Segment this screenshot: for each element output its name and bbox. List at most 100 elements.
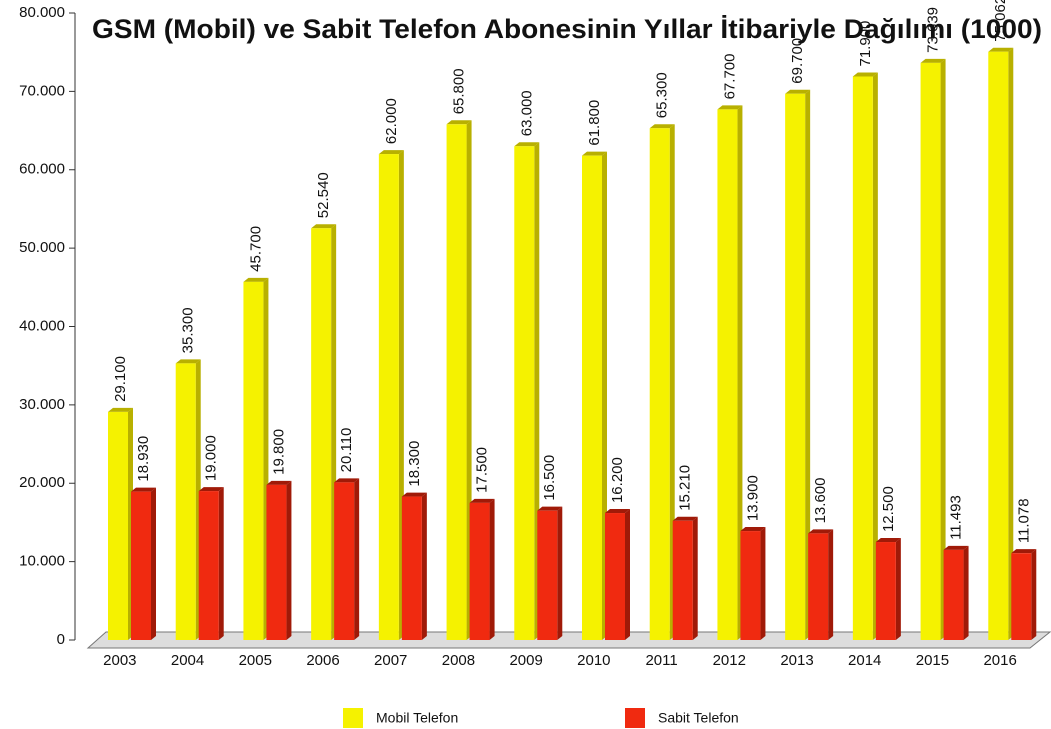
y-tick-label: 10.000: [19, 553, 65, 570]
y-tick-label: 0: [57, 631, 65, 648]
bar-side: [625, 509, 630, 640]
data-label: 19.000: [203, 435, 220, 481]
bar: [717, 109, 738, 641]
bar: [920, 62, 941, 641]
data-label: 63.000: [518, 90, 535, 136]
data-label: 35.300: [180, 307, 197, 353]
x-tick-label: 2007: [374, 652, 407, 669]
data-label: 16.200: [609, 457, 626, 503]
bar-side: [669, 124, 675, 641]
bar: [988, 51, 1009, 640]
bar-side: [805, 89, 811, 640]
bar-top: [988, 47, 1014, 52]
bar-top: [808, 529, 834, 534]
bar-side: [218, 487, 224, 640]
x-tick-label: 2006: [306, 652, 339, 669]
bar: [131, 491, 151, 640]
bar: [649, 128, 670, 640]
data-label: 62.000: [383, 98, 400, 144]
bar-side: [692, 516, 698, 640]
bar-top: [582, 151, 607, 156]
data-label: 12.500: [880, 486, 897, 532]
data-label: 15.210: [677, 465, 694, 511]
y-tick-label: 80.000: [19, 4, 65, 21]
data-label: 17.500: [474, 447, 491, 493]
x-tick-label: 2016: [983, 652, 1016, 669]
x-tick-label: 2009: [509, 652, 542, 669]
bar: [582, 155, 602, 640]
bar: [469, 502, 490, 640]
chart-title: GSM (Mobil) ve Sabit Telefon Abonesinin …: [92, 14, 1042, 44]
bar-top: [537, 506, 563, 511]
bar-side: [737, 105, 743, 641]
x-tick-label: 2005: [239, 652, 272, 669]
bar-top: [175, 359, 201, 364]
data-label: 52.540: [315, 172, 332, 218]
data-label: 65.800: [451, 68, 468, 114]
y-tick-label: 20.000: [19, 474, 65, 491]
data-label: 16.500: [541, 455, 558, 501]
bar-top: [1011, 549, 1037, 554]
bar-top: [605, 509, 630, 514]
bar: [446, 124, 467, 641]
bar: [875, 542, 896, 640]
x-tick-label: 2008: [442, 652, 475, 669]
bar: [311, 228, 332, 640]
x-tick-label: 2014: [848, 652, 881, 669]
bar-top: [785, 89, 811, 94]
bar: [514, 146, 535, 641]
data-label: 18.930: [135, 436, 152, 482]
data-label: 13.900: [744, 475, 761, 521]
bar: [198, 491, 219, 640]
x-tick-label: 2011: [645, 652, 677, 669]
x-tick-label: 2010: [577, 652, 610, 669]
bar-side: [489, 498, 495, 640]
bar-side: [151, 487, 156, 640]
bar-side: [760, 527, 766, 640]
data-label: 73.639: [925, 7, 942, 53]
data-label: 45.700: [247, 226, 264, 272]
bar-side: [828, 529, 834, 640]
data-label: 69.700: [789, 38, 806, 84]
bar-side: [872, 72, 878, 640]
bar-top: [649, 124, 675, 129]
y-tick-label: 30.000: [19, 396, 65, 413]
bar-side: [963, 545, 969, 640]
data-label: 75.062: [992, 0, 1009, 42]
x-tick-label: 2004: [171, 652, 204, 669]
bar-top: [514, 142, 540, 147]
bar: [1011, 553, 1032, 640]
data-label: 18.300: [406, 441, 423, 487]
bar-top: [243, 277, 269, 282]
data-label: 65.300: [654, 72, 671, 118]
bar: [537, 510, 558, 640]
bar-top: [334, 478, 360, 483]
bar: [605, 513, 625, 640]
data-label: 11.493: [948, 495, 965, 540]
bar-top: [875, 538, 901, 543]
bar: [108, 411, 128, 640]
x-tick-label: 2015: [916, 652, 949, 669]
bar-top: [401, 492, 427, 497]
floor: [86, 631, 1051, 649]
bar-side: [895, 538, 901, 640]
bar: [943, 549, 964, 640]
bar: [852, 76, 873, 640]
bar-top: [446, 120, 472, 125]
bar: [266, 484, 287, 640]
bar-side: [557, 506, 563, 640]
bar-top: [198, 487, 224, 492]
data-label: 13.600: [812, 478, 829, 524]
data-label: 11.078: [1015, 498, 1032, 543]
data-label: 29.100: [112, 356, 129, 402]
x-tick-label: 2013: [780, 652, 813, 669]
bar-side: [940, 58, 946, 641]
bar-top: [378, 150, 404, 155]
y-tick-label: 70.000: [19, 82, 65, 99]
bar-side: [421, 492, 427, 640]
bar: [808, 533, 829, 640]
bar: [672, 520, 693, 640]
bar: [334, 482, 355, 640]
bar-top: [920, 58, 946, 63]
